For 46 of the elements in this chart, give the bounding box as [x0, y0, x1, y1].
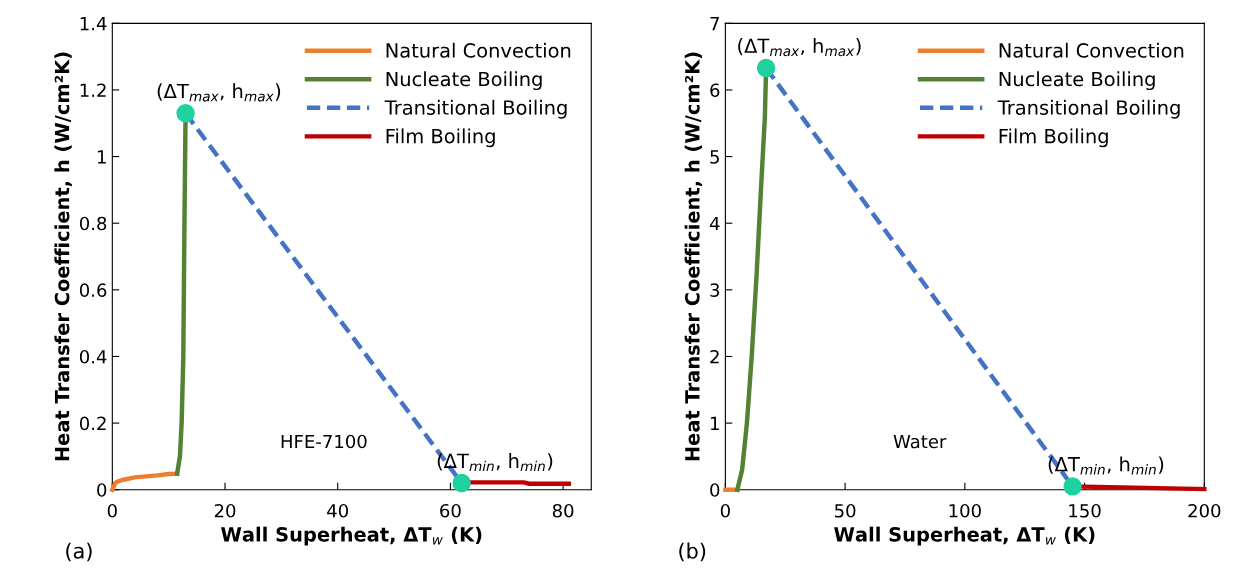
- x-tick-label: 150: [1069, 503, 1101, 518]
- x-tick-label: 60: [440, 503, 461, 518]
- legend-label: Transitional Boiling: [997, 99, 1180, 119]
- y-tick-label: 0.2: [79, 416, 106, 431]
- x-tick-label: 0: [720, 503, 730, 518]
- legend-label: Natural Convection: [999, 42, 1184, 58]
- y-tick-label: 1.2: [80, 83, 106, 97]
- y-tick-label: 6: [710, 83, 720, 98]
- annotation: (ΔT$_{max}$, h$_{max}$): [738, 38, 861, 57]
- y-tick-label: 7: [710, 17, 719, 31]
- y-tick-label: 1.4: [80, 17, 107, 31]
- y-tick-label: 0: [97, 483, 107, 497]
- text: (b): [679, 542, 706, 562]
- annotation: (ΔT$_{min}$, h$_{min}$): [1048, 456, 1164, 475]
- legend-label: Transitional Boiling: [384, 99, 567, 119]
- x-tick-label: 100: [949, 503, 981, 518]
- y-axis-title: Heat Transfer Coefficient, h (W/cm²K): [684, 52, 703, 461]
- y-tick-label: 4: [709, 216, 720, 231]
- annotation: (ΔT$_{min}$, h$_{min}$): [437, 453, 553, 472]
- y-tick-label: 0.4: [79, 349, 107, 364]
- annotation: HFE-7100: [281, 434, 367, 449]
- legend-label: Natural Convection: [386, 42, 571, 58]
- x-axis-title: Wall Superheat, ΔT$_{w}$ (K): [221, 526, 482, 546]
- x-tick-label: 200: [1188, 503, 1221, 518]
- y-tick-label: 0.8: [79, 216, 107, 231]
- x-axis-title: Wall Superheat, ΔT$_{w}$ (K): [834, 526, 1095, 546]
- x-tick-label: 20: [214, 503, 236, 518]
- y-tick-label: 3: [710, 283, 720, 297]
- legend-label: Nucleate Boiling: [386, 71, 542, 91]
- y-tick-label: 1: [711, 416, 719, 430]
- annotation: Water: [893, 434, 947, 449]
- x-tick-label: 50: [835, 503, 856, 518]
- y-tick-label: 5: [710, 150, 719, 164]
- y-tick-label: 0: [710, 483, 720, 497]
- y-tick-label: 2: [710, 349, 719, 364]
- x-tick-label: 80: [552, 503, 574, 518]
- y-tick-label: 0.6: [79, 283, 107, 297]
- annotation: (ΔT$_{max}$, h$_{max}$): [157, 83, 281, 102]
- x-tick-label: 0: [107, 503, 117, 518]
- text: (a): [66, 542, 92, 562]
- y-tick-label: 1: [97, 150, 106, 164]
- legend-label: Film Boiling: [386, 128, 495, 148]
- y-axis-title: Heat Transfer Coefficient, h (W/cm²K): [54, 52, 72, 461]
- legend-label: Nucleate Boiling: [999, 71, 1155, 91]
- legend-label: Film Boiling: [999, 128, 1108, 148]
- x-tick-label: 40: [327, 503, 348, 518]
